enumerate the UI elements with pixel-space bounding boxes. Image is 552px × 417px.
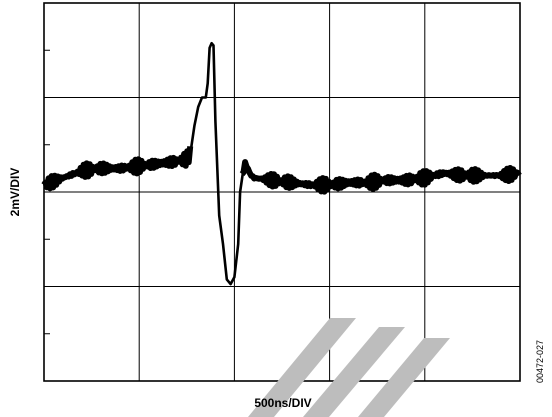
x-axis-label: 500ns/DIV	[254, 396, 311, 410]
figure-id: 00472-027	[535, 340, 545, 383]
tick-marks	[44, 49, 50, 335]
watermark-stripe-1	[248, 318, 356, 417]
signal-noise-band	[41, 146, 522, 195]
watermark-stripe-2	[303, 327, 405, 417]
watermark-stripe-3	[358, 338, 450, 417]
y-axis-label: 2mV/DIV	[8, 168, 22, 217]
gridlines	[44, 3, 520, 381]
watermark	[248, 318, 450, 417]
